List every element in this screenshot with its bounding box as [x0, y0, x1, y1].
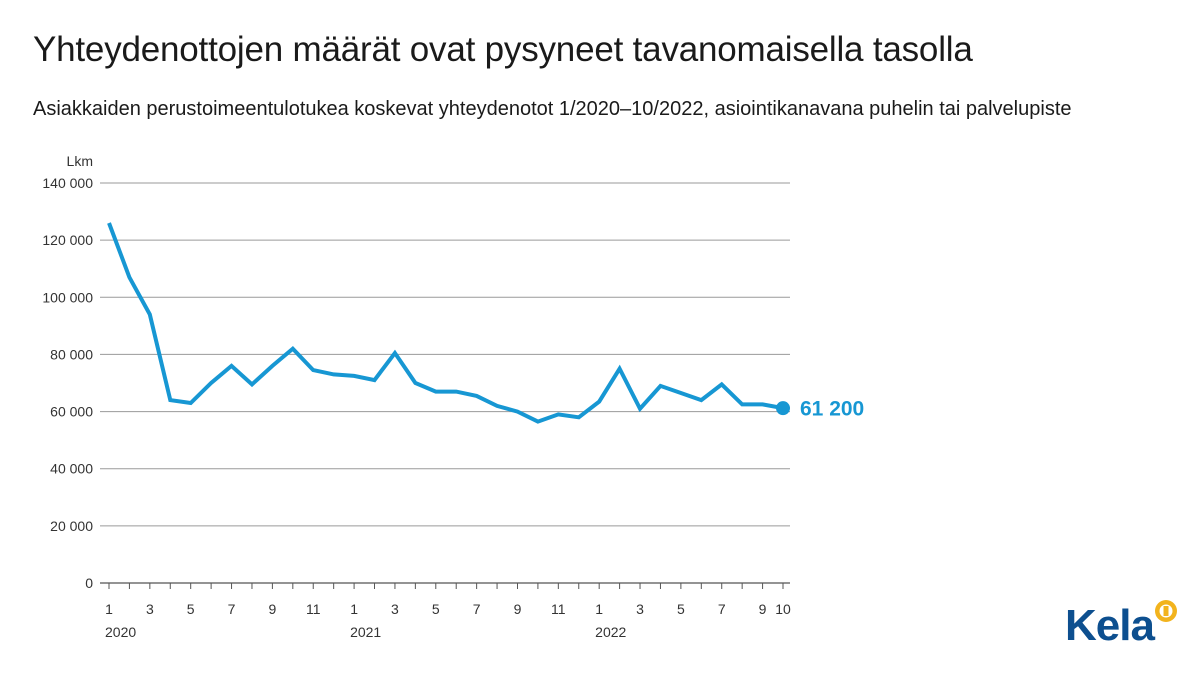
series-layer: 61 200 — [107, 222, 864, 424]
end-point-marker — [776, 401, 790, 416]
y-tick-label: 140 000 — [42, 175, 93, 191]
x-tick-label: 9 — [514, 601, 522, 617]
x-tick-label: 11 — [551, 601, 566, 617]
y-tick-label: 80 000 — [50, 346, 93, 362]
x-tick-label: 3 — [636, 601, 644, 617]
y-tick-label: 120 000 — [42, 232, 93, 248]
y-tick-labels: 0 20 000 40 000 60 000 80 000 100 000 120 000 1… — [42, 175, 93, 591]
gridlines — [100, 182, 790, 584]
x-tick-label: 3 — [391, 601, 399, 617]
y-tick-label: 60 000 — [50, 404, 93, 420]
x-tick-label: 1 — [595, 601, 603, 617]
x-tick-label: 7 — [228, 601, 236, 617]
x-tick-label: 9 — [268, 601, 276, 617]
x-tick-label: 9 — [759, 601, 767, 617]
x-tick-label: 7 — [473, 601, 481, 617]
x-tick-label: 11 — [306, 601, 321, 617]
kela-logo: Kela — [1065, 598, 1185, 658]
y-axis-unit-label: Lkm — [67, 153, 93, 169]
chart-title: Yhteydenottojen määrät ovat pysyneet tav… — [33, 30, 973, 69]
end-value-label: 61 200 — [800, 398, 864, 421]
y-tick-label: 20 000 — [50, 518, 93, 534]
y-tick-label: 0 — [85, 575, 93, 591]
x-tick-label: 7 — [718, 601, 726, 617]
year-label: 2022 — [595, 624, 626, 640]
x-tick-label: 1 — [350, 601, 358, 617]
logo-wordmark: Kela — [1065, 601, 1155, 650]
x-tick-label: 10 — [775, 601, 791, 617]
chart-subtitle: Asiakkaiden perustoimeentulotukea koskev… — [33, 98, 1072, 120]
x-tick-label: 5 — [187, 601, 195, 617]
x-tick-label: 3 — [146, 601, 154, 617]
x-tick-label: 5 — [432, 601, 440, 617]
x-tick-label: 5 — [677, 601, 685, 617]
series-line — [107, 222, 784, 424]
year-label: 2020 — [105, 624, 136, 640]
x-tick-label: 1 — [105, 601, 113, 617]
year-label: 2021 — [350, 624, 381, 640]
y-tick-label: 100 000 — [42, 289, 93, 305]
y-tick-label: 40 000 — [50, 461, 93, 477]
logo-symbol-icon — [1155, 600, 1177, 622]
